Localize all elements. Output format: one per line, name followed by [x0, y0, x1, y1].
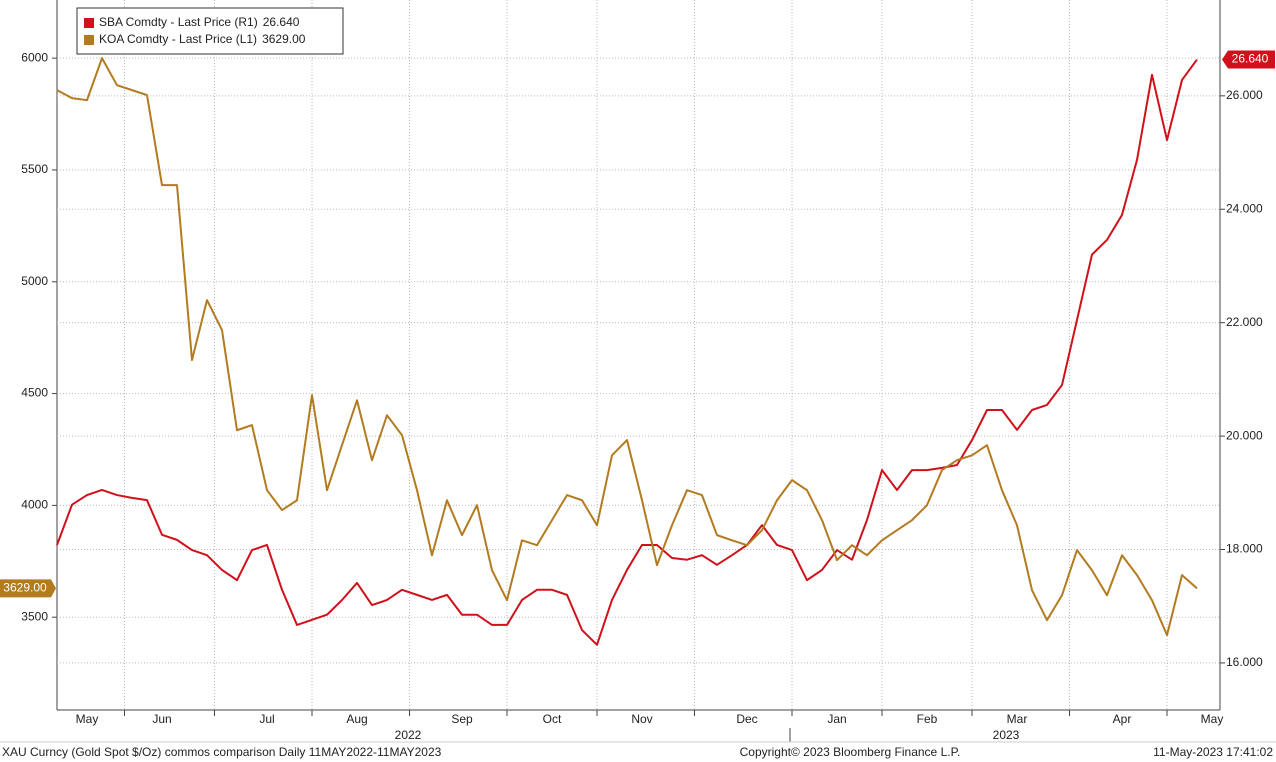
y-tick-label: 4500: [21, 386, 48, 400]
last-value-tag: [1222, 50, 1275, 69]
last-value-tag: [0, 579, 56, 598]
x-tick-label: Sep: [451, 712, 473, 726]
y2-tick-label: 18.000: [1226, 542, 1263, 556]
plot: 3500 4000 4500 5000 5500 6000 16.000 18.000 20.0…: [21, 0, 1263, 726]
y-tick-label: 4000: [21, 498, 48, 512]
legend-value: 26.640: [263, 15, 300, 29]
x-tick-label: Oct: [543, 712, 562, 726]
y2-tick-label: 22.000: [1226, 315, 1263, 329]
last-value-label: 3629.00: [3, 581, 47, 595]
x-tick-label: Nov: [631, 712, 652, 726]
y-tick-label: 5000: [21, 274, 48, 288]
legend-value: 3629.00: [262, 32, 306, 46]
x-tick-label: Dec: [736, 712, 757, 726]
x-tick-label: Jul: [259, 712, 274, 726]
footer-center: Copyright© 2023 Bloomberg Finance L.P.: [740, 745, 961, 759]
series-line: [56, 57, 1198, 637]
x-tick-label: Jun: [152, 712, 171, 726]
year-label: 2022: [395, 728, 422, 742]
y-tick-label: 5500: [21, 162, 48, 176]
legend-label: KOA Comdty - Last Price (L1): [99, 32, 257, 46]
x-tick-label: Jan: [827, 712, 846, 726]
x-tick-label: Apr: [1113, 712, 1132, 726]
y-tick-label: 3500: [21, 609, 48, 623]
y2-tick-label: 16.000: [1226, 655, 1263, 669]
year-label: 2023: [993, 728, 1020, 742]
legend-swatch: [84, 35, 94, 45]
legend-swatch: [84, 18, 94, 28]
legend-label: SBA Comdty - Last Price (R1): [99, 15, 258, 29]
x-tick-label: Mar: [1007, 712, 1028, 726]
y-tick-label: 6000: [21, 50, 48, 64]
x-tick-label: Aug: [346, 712, 367, 726]
y2-tick-label: 26.000: [1226, 88, 1263, 102]
legend-box: [76, 7, 344, 55]
footer-left: XAU Curncy (Gold Spot $/Oz) commos compa…: [2, 745, 442, 759]
x-tick-label: Feb: [917, 712, 938, 726]
last-value-label: 26.640: [1232, 52, 1269, 66]
y2-tick-label: 20.000: [1226, 428, 1263, 442]
series-line: [56, 58, 1198, 646]
footer-right: 11-May-2023 17:41:02: [1153, 745, 1273, 759]
x-tick-label: May: [1201, 712, 1224, 726]
legend: SBA Comdty - Last Price (R1) 26.640 26.640…: [0, 15, 1275, 598]
y2-tick-label: 24.000: [1226, 201, 1263, 215]
x-tick-label: May: [76, 712, 99, 726]
